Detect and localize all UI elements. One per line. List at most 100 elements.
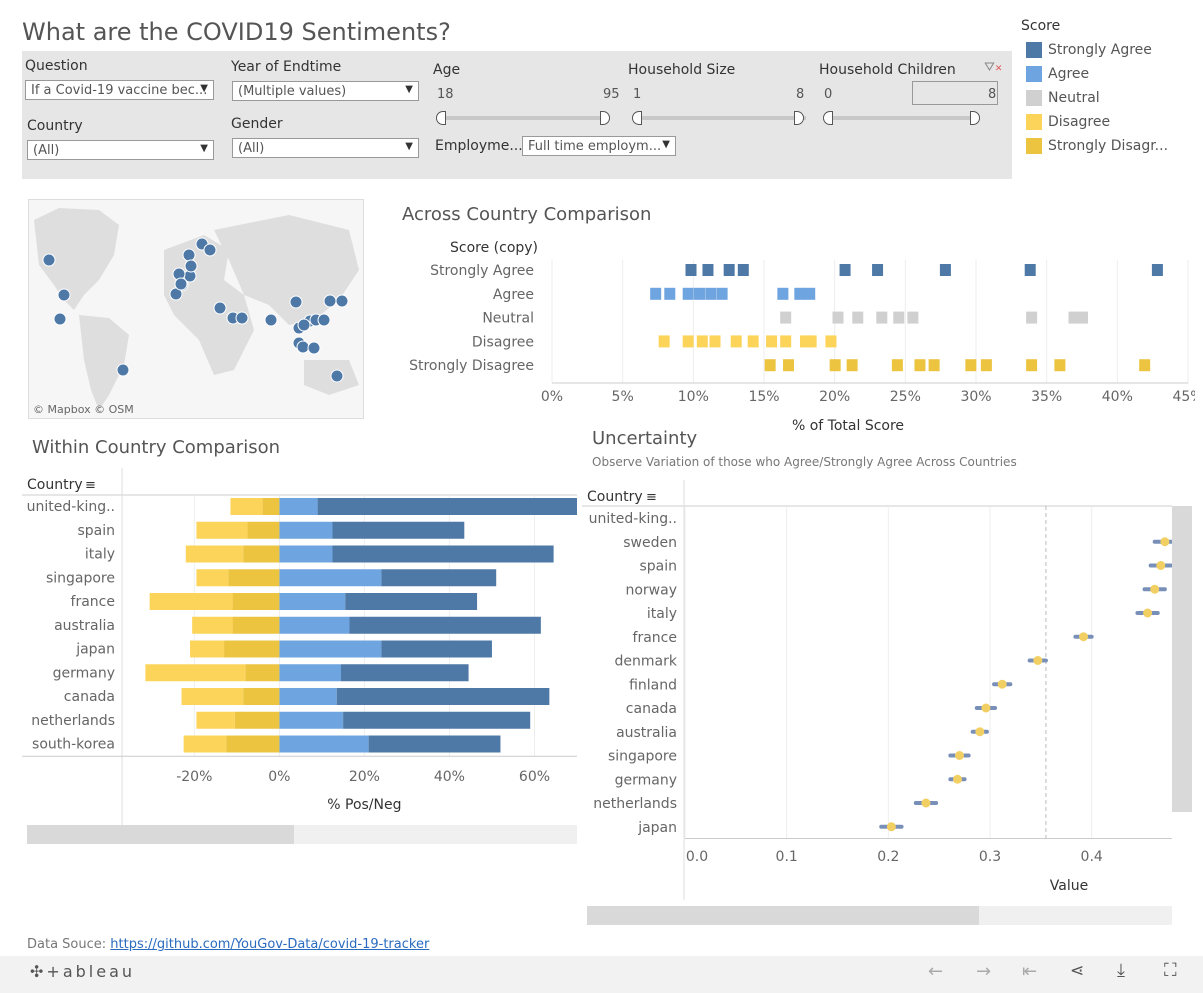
pos-neg-bar[interactable]	[332, 521, 465, 539]
value-dot[interactable]	[952, 774, 962, 784]
score-mark[interactable]	[1068, 311, 1080, 324]
map-country-dot[interactable]	[182, 248, 196, 262]
score-mark[interactable]	[799, 335, 811, 348]
score-mark[interactable]	[705, 287, 717, 300]
pos-neg-bar[interactable]	[317, 498, 577, 515]
score-mark[interactable]	[832, 311, 844, 324]
value-dot[interactable]	[975, 727, 985, 737]
age-min-handle[interactable]	[436, 111, 446, 125]
pos-neg-bar[interactable]	[279, 498, 318, 515]
score-mark[interactable]	[766, 335, 778, 348]
household-children-min-handle[interactable]	[823, 111, 833, 125]
score-mark[interactable]	[658, 335, 670, 348]
pos-neg-bar[interactable]	[232, 593, 280, 610]
score-mark[interactable]	[764, 359, 776, 372]
pos-neg-bar[interactable]	[262, 498, 280, 515]
map-country-dot[interactable]	[213, 301, 227, 315]
pos-neg-bar[interactable]	[196, 569, 229, 587]
score-mark[interactable]	[829, 359, 841, 372]
pos-neg-bar[interactable]	[145, 664, 246, 682]
age-max-handle[interactable]	[600, 111, 610, 125]
score-mark[interactable]	[794, 287, 806, 300]
value-dot[interactable]	[1150, 584, 1160, 594]
value-dot[interactable]	[1143, 608, 1153, 618]
score-mark[interactable]	[1151, 264, 1163, 276]
revert-icon[interactable]: ⇤	[1022, 961, 1038, 982]
country-dropdown[interactable]: (All) ▼	[27, 140, 214, 160]
score-mark[interactable]	[1024, 264, 1036, 276]
pos-neg-bar[interactable]	[381, 569, 497, 587]
pos-neg-bar[interactable]	[149, 593, 233, 610]
pos-neg-bar[interactable]	[279, 569, 382, 587]
pos-neg-bar[interactable]	[232, 616, 280, 634]
pos-neg-bar[interactable]	[279, 711, 344, 729]
value-dot[interactable]	[886, 822, 896, 832]
map-country-dot[interactable]	[42, 253, 56, 267]
pos-neg-bar[interactable]	[279, 735, 369, 753]
pos-neg-bar[interactable]	[279, 640, 382, 658]
score-mark[interactable]	[1139, 359, 1151, 372]
pos-neg-bar[interactable]	[340, 664, 469, 682]
map-country-dot[interactable]	[296, 340, 310, 354]
value-dot[interactable]	[1079, 632, 1089, 642]
score-mark[interactable]	[825, 335, 837, 348]
score-mark[interactable]	[839, 264, 851, 276]
value-dot[interactable]	[997, 679, 1007, 689]
score-mark[interactable]	[650, 287, 662, 300]
legend-item[interactable]: Strongly Disagr...	[1026, 138, 1168, 154]
score-mark[interactable]	[730, 335, 742, 348]
score-mark[interactable]	[907, 311, 919, 324]
map-country-dot[interactable]	[289, 295, 303, 309]
score-mark[interactable]	[682, 335, 694, 348]
score-mark[interactable]	[805, 335, 817, 348]
score-mark[interactable]	[876, 311, 888, 324]
score-mark[interactable]	[1026, 311, 1038, 324]
map-country-dot[interactable]	[323, 294, 337, 308]
pos-neg-bar[interactable]	[279, 688, 337, 705]
score-mark[interactable]	[716, 287, 728, 300]
pos-neg-bar[interactable]	[190, 640, 225, 658]
score-mark[interactable]	[777, 287, 789, 300]
score-mark[interactable]	[709, 335, 721, 348]
sort-icon[interactable]: ≡	[646, 490, 657, 505]
pos-neg-bar[interactable]	[349, 616, 541, 634]
pos-neg-bar[interactable]	[247, 521, 280, 539]
pos-neg-bar[interactable]	[185, 545, 244, 563]
map-country-dot[interactable]	[57, 288, 71, 302]
value-dot[interactable]	[981, 703, 991, 713]
score-mark[interactable]	[693, 287, 705, 300]
within-scrollbar[interactable]	[27, 825, 577, 844]
age-slider-track[interactable]	[440, 116, 610, 120]
score-mark[interactable]	[914, 359, 926, 372]
pos-neg-bar[interactable]	[332, 545, 554, 563]
map-country-dot[interactable]	[116, 363, 130, 377]
household-size-slider-track[interactable]	[636, 116, 806, 120]
map-country-dot[interactable]	[264, 313, 278, 327]
undo-icon[interactable]: ←	[928, 961, 944, 982]
map-country-dot[interactable]	[307, 341, 321, 355]
map-country-dot[interactable]	[317, 313, 331, 327]
value-dot[interactable]	[1160, 537, 1170, 547]
score-mark[interactable]	[804, 287, 816, 300]
map-country-dot[interactable]	[203, 243, 217, 257]
question-dropdown[interactable]: If a Covid-19 vaccine bec... ▼	[25, 80, 214, 100]
pos-neg-bar[interactable]	[381, 640, 492, 658]
legend-item[interactable]: Disagree	[1026, 114, 1110, 130]
household-children-max-input[interactable]	[912, 81, 998, 105]
sort-icon[interactable]: ≡	[85, 478, 96, 493]
pos-neg-bar[interactable]	[279, 521, 333, 539]
year-dropdown[interactable]: (Multiple values) ▼	[232, 81, 419, 101]
score-mark[interactable]	[780, 311, 792, 324]
household-size-max-handle[interactable]	[794, 111, 804, 125]
score-mark[interactable]	[783, 359, 795, 372]
legend-item[interactable]: Agree	[1026, 66, 1089, 82]
score-mark[interactable]	[682, 287, 694, 300]
score-mark[interactable]	[846, 359, 858, 372]
pos-neg-bar[interactable]	[368, 735, 501, 753]
pos-neg-bar[interactable]	[279, 664, 341, 682]
pos-neg-bar[interactable]	[230, 498, 263, 515]
map-country-dot[interactable]	[297, 318, 311, 332]
score-mark[interactable]	[893, 311, 905, 324]
data-source-link[interactable]: https://github.com/YouGov-Data/covid-19-…	[110, 937, 430, 952]
score-mark[interactable]	[737, 264, 749, 276]
